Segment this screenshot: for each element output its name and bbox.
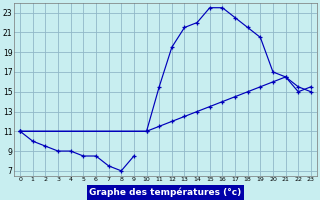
X-axis label: Graphe des températures (°c): Graphe des températures (°c) bbox=[89, 188, 242, 197]
